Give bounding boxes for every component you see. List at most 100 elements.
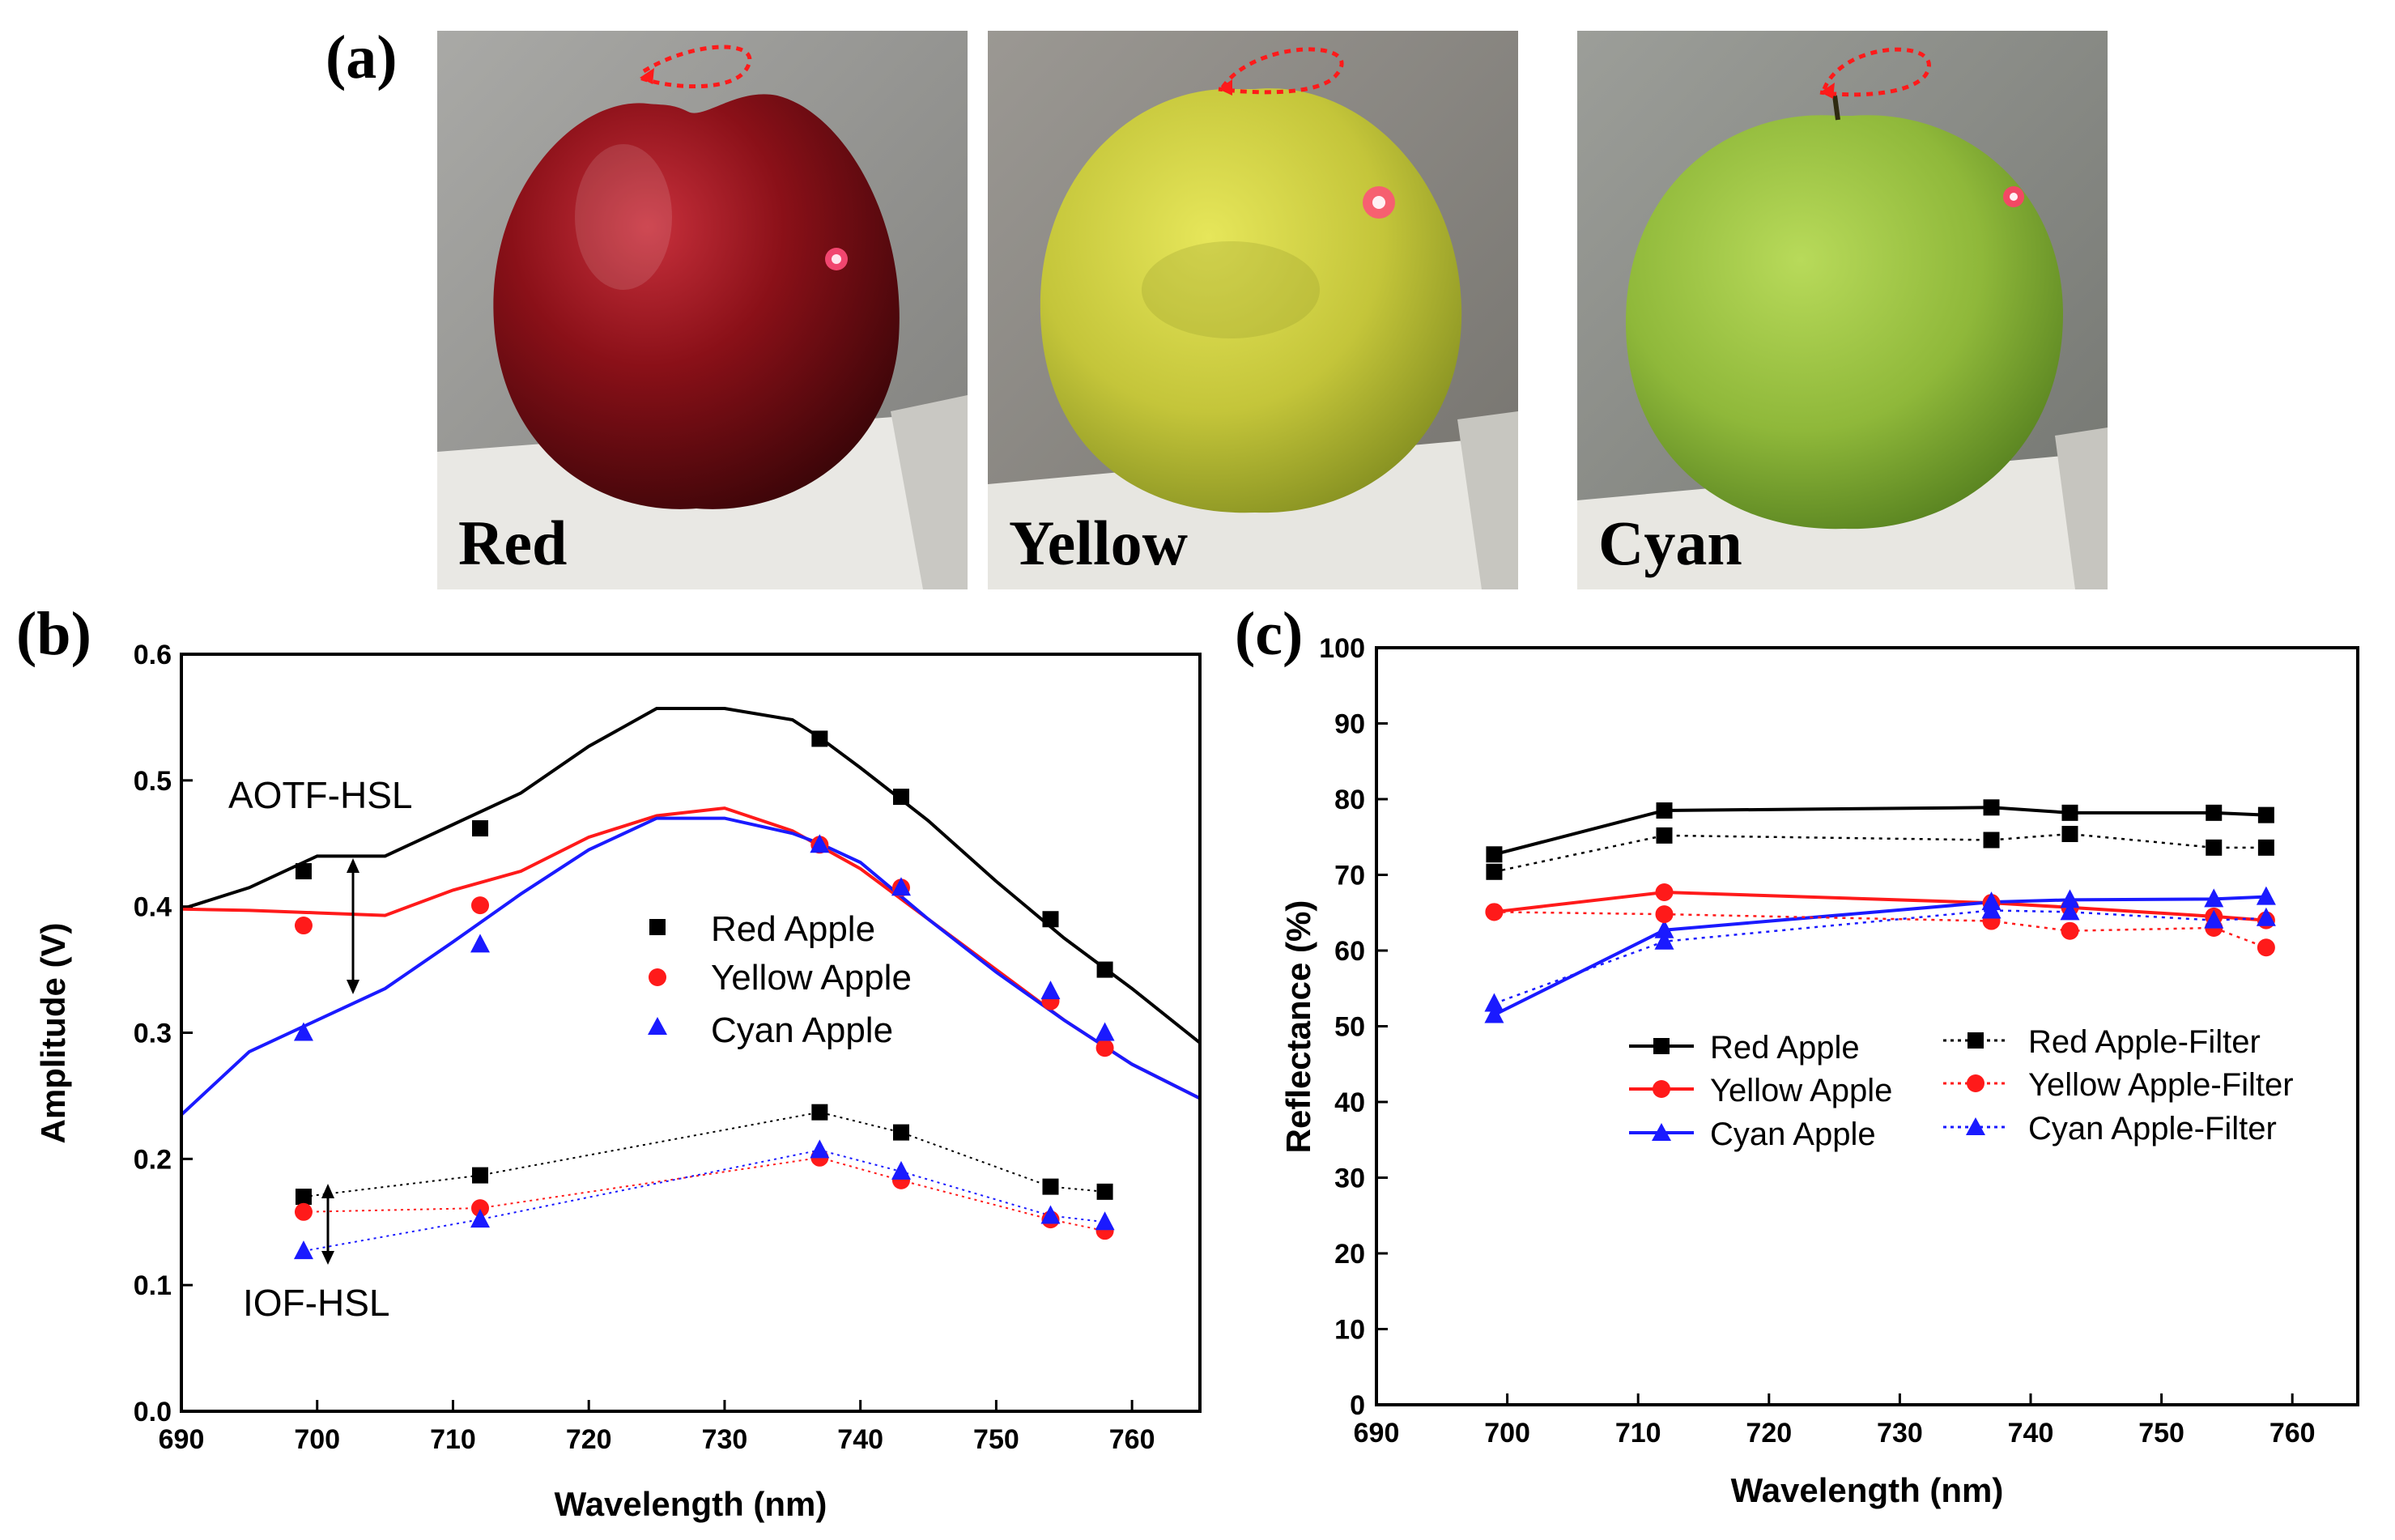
chart-b-legend-red: Red Apple	[711, 909, 875, 949]
chart-c-line-red-apple-filter	[1494, 832, 2266, 873]
chart-b-iof-point-cyan-apple	[293, 1240, 313, 1260]
chart-c-point-red-apple-filter	[2257, 839, 2274, 856]
chart-c-legend-yellow: Yellow Apple	[1710, 1073, 1892, 1108]
chart-c-point-yellow-apple-filter	[1485, 903, 1504, 921]
chart-b-aotf-point-cyan-apple	[810, 834, 830, 853]
chart-b-xtick-label: 710	[430, 1424, 476, 1455]
cyan-apple-illustration	[1577, 31, 2108, 589]
chart-b-ytick-label: 0.2	[134, 1144, 172, 1175]
chart-b-iof-point-cyan-apple	[1095, 1211, 1115, 1231]
chart-c-ylabel: Reflectance (%)	[1279, 900, 1317, 1154]
chart-c-point-red-apple	[2206, 804, 2223, 821]
chart-b-iof-line-yellow-apple	[303, 1156, 1105, 1232]
chart-c-point-red-apple-filter	[2061, 826, 2078, 843]
chart-b-aotf-point-cyan-apple	[891, 877, 911, 896]
chart-b-aotf-point-yellow-apple	[1041, 992, 1060, 1010]
chart-b-iof-point-yellow-apple	[891, 1171, 910, 1189]
chart-b-xlabel: Wavelength (nm)	[555, 1485, 827, 1523]
chart-b-iof-point-yellow-apple	[294, 1202, 313, 1221]
chart-c-point-cyan-apple-filter	[2204, 909, 2224, 929]
chart-c-point-red-apple	[1983, 799, 2000, 816]
red-apple-illustration	[437, 31, 968, 589]
chart-b-xtick-label: 690	[159, 1424, 205, 1455]
chart-b-aotf-point-yellow-apple	[294, 917, 313, 935]
photo-label-yellow: Yellow	[1009, 508, 1188, 578]
chart-c-point-yellow-apple	[2061, 898, 2079, 917]
chart-c-point-yellow-apple-filter	[1982, 912, 2001, 930]
chart-c-point-cyan-apple	[1981, 891, 2002, 911]
chart-b-iof-line-cyan-apple	[303, 1149, 1105, 1253]
panel-label-a: (a)	[325, 23, 398, 91]
chart-b-iof-point-yellow-apple	[471, 1199, 490, 1218]
chart-b-iof-point-cyan-apple	[891, 1160, 911, 1180]
chart-b-legend-yellow: Yellow Apple	[711, 958, 912, 998]
chart-b-ylabel: Amplitude (V)	[34, 923, 72, 1144]
chart-b-aotf-point-red-apple	[472, 820, 489, 837]
chart-c-xtick-label: 700	[1484, 1418, 1530, 1449]
chart-b-iof-point-red-apple	[295, 1189, 312, 1206]
chart-b-iof-point-red-apple	[811, 1104, 828, 1121]
chart-b-iof-point-yellow-apple	[1095, 1222, 1114, 1240]
chart-c-ytick-label: 50	[1334, 1012, 1365, 1043]
chart-b-aotf-point-yellow-apple	[810, 836, 829, 854]
chart-b-iof-point-red-apple	[472, 1167, 489, 1184]
chart-b-aotf-line-yellow-apple	[181, 806, 1201, 1100]
chart-c-point-yellow-apple	[1485, 903, 1504, 921]
chart-b-annotation-aotf: AOTF-HSL	[228, 774, 412, 816]
chart-b-plot-frame	[180, 653, 1202, 1413]
chart-c-point-red-apple	[2257, 806, 2274, 823]
chart-b-aotf-point-cyan-apple	[470, 934, 491, 953]
chart-c-ytick-label: 30	[1334, 1164, 1365, 1194]
chart-b-aotf-line-red-apple	[181, 707, 1202, 1044]
chart-b-ytick-label: 0.0	[134, 1397, 172, 1427]
photo-red-apple: Red	[437, 31, 968, 589]
chart-b-aotf-line-cyan-apple	[180, 816, 1201, 1117]
chart-c-point-cyan-apple-filter	[1654, 930, 1674, 950]
chart-c-xtick-label: 740	[2008, 1418, 2054, 1449]
chart-b-ytick-label: 0.4	[134, 892, 172, 923]
photo-label-red: Red	[458, 508, 568, 578]
chart-c-xtick-label: 710	[1615, 1418, 1661, 1449]
chart-c-xtick-label: 760	[2270, 1418, 2316, 1449]
chart-b-aotf-point-yellow-apple	[1095, 1039, 1114, 1057]
chart-c-line-yellow-apple	[1494, 891, 2267, 922]
chart-b-iof-point-cyan-apple	[1040, 1205, 1061, 1224]
chart-b-aotf-point-yellow-apple	[471, 896, 490, 915]
chart-c-point-yellow-apple-filter	[1655, 905, 1674, 924]
chart-c-ytick-label: 80	[1334, 785, 1365, 815]
chart-b-iof-point-yellow-apple	[1041, 1210, 1060, 1229]
chart-b-aotf-point-yellow-apple	[891, 878, 910, 897]
chart-c-xtick-label: 690	[1354, 1418, 1400, 1449]
chart-c-point-yellow-apple-filter	[2205, 918, 2223, 937]
chart-b-aotf-point-cyan-apple	[1095, 1022, 1115, 1041]
chart-c-ytick-label: 20	[1334, 1239, 1365, 1270]
chart-c-point-yellow-apple-filter	[2061, 921, 2079, 940]
chart-c-ytick-label: 0	[1350, 1390, 1365, 1421]
chart-c-legend-red: Red Apple	[1710, 1030, 1860, 1066]
chart-c-point-red-apple-filter	[1656, 827, 1673, 844]
chart-b-aotf-point-red-apple	[892, 789, 909, 806]
photo-label-cyan: Cyan	[1598, 508, 1742, 578]
chart-c-point-red-apple-filter	[2206, 839, 2223, 856]
chart-b-aotf-point-cyan-apple	[293, 1022, 313, 1041]
chart-c-xlabel: Wavelength (nm)	[1731, 1471, 2004, 1509]
chart-b-iof-point-cyan-apple	[470, 1209, 491, 1228]
chart-c-point-cyan-apple-filter	[1484, 993, 1504, 1012]
chart-b-iof-point-cyan-apple	[810, 1139, 830, 1159]
chart-c-point-yellow-apple-filter	[2257, 938, 2275, 957]
chart-c-point-yellow-apple	[2257, 911, 2275, 930]
panel-label-b: (b)	[16, 600, 91, 668]
chart-b-annotation-iof: IOF-HSL	[243, 1282, 389, 1324]
chart-b-ytick-label: 0.5	[134, 766, 172, 797]
chart-c-point-red-apple-filter	[1983, 832, 2000, 849]
chart-c-ytick-label: 60	[1334, 936, 1365, 967]
chart-c-ytick-label: 10	[1334, 1315, 1365, 1346]
chart-c-point-cyan-apple-filter	[2256, 907, 2276, 926]
chart-c-line-yellow-apple-filter	[1494, 911, 2267, 949]
chart-b-xtick-label: 700	[294, 1424, 340, 1455]
chart-c-line-red-apple	[1493, 806, 2266, 857]
chart-b-xtick-label: 730	[702, 1424, 748, 1455]
chart-c-point-yellow-apple	[1655, 883, 1674, 902]
chart-c-plot-frame	[1375, 646, 2359, 1406]
chart-c-ytick-label: 90	[1334, 709, 1365, 740]
